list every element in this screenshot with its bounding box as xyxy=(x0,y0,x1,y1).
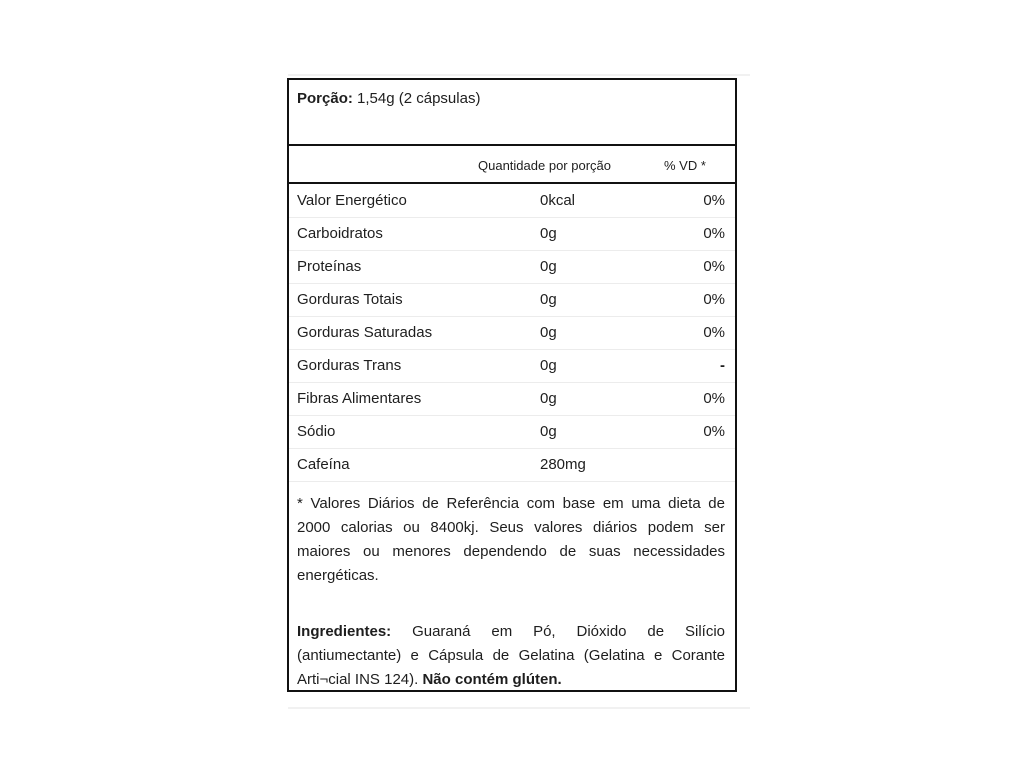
nutrient-row: Fibras Alimentares 0g 0% xyxy=(289,382,735,416)
nutrient-dv: 0% xyxy=(703,192,725,209)
nutrient-row: Gorduras Saturadas 0g 0% xyxy=(289,316,735,350)
divider-thick xyxy=(289,144,735,146)
nutrient-row: Gorduras Totais 0g 0% xyxy=(289,283,735,317)
nutrient-name: Gorduras Saturadas xyxy=(297,324,433,341)
nutrient-amount: 0g xyxy=(540,357,557,374)
nutrient-name: Cafeína xyxy=(297,456,350,473)
nutrient-dv: 0% xyxy=(703,390,725,407)
nutrient-name: Sódio xyxy=(297,423,336,440)
nutrient-amount: 0kcal xyxy=(540,192,576,209)
nutrient-amount: 0g xyxy=(540,291,557,308)
nutrient-dv: 0% xyxy=(703,225,725,242)
nutrient-amount: 0g xyxy=(540,423,557,440)
daily-values-footnote: * Valores Diários de Referência com base… xyxy=(297,495,725,584)
nutrient-dv: - xyxy=(720,357,725,374)
ingredients: Ingredientes: Guaraná em Pó, Dióxido de … xyxy=(297,620,725,692)
divider-thick xyxy=(289,182,735,184)
column-header-amount: Quantidade por porção xyxy=(478,158,611,173)
portion-value: 1,54g (2 cápsulas) xyxy=(357,90,481,107)
nutrient-name: Gorduras Totais xyxy=(297,291,403,308)
nutrient-amount: 0g xyxy=(540,390,557,407)
nutrient-row: Gorduras Trans 0g - xyxy=(289,349,735,383)
nutrition-facts-table: Porção: 1,54g (2 cápsulas) Quantidade po… xyxy=(287,78,737,692)
nutrient-amount: 0g xyxy=(540,324,557,341)
nutrient-name: Valor Energético xyxy=(297,192,407,209)
nutrient-row: Proteínas 0g 0% xyxy=(289,250,735,284)
nutrient-row: Cafeína 280mg xyxy=(289,448,735,482)
portion-info: Porção: 1,54g (2 cápsulas) xyxy=(297,90,480,107)
nutrient-name: Gorduras Trans xyxy=(297,357,402,374)
column-header-dv: % VD * xyxy=(664,158,706,173)
nutrient-row: Carboidratos 0g 0% xyxy=(289,217,735,251)
ingredients-label: Ingredientes: xyxy=(297,623,392,640)
bottom-edge-line xyxy=(288,707,750,709)
nutrient-row: Sódio 0g 0% xyxy=(289,415,735,449)
nutrient-amount: 0g xyxy=(540,258,557,275)
nutrient-dv: 0% xyxy=(703,258,725,275)
top-edge-line xyxy=(288,74,750,76)
nutrient-amount: 0g xyxy=(540,225,557,242)
nutrient-name: Proteínas xyxy=(297,258,362,275)
gluten-notice: Não contém glúten. xyxy=(422,671,562,688)
nutrient-dv: 0% xyxy=(703,324,725,341)
nutrient-name: Carboidratos xyxy=(297,225,383,242)
nutrient-name: Fibras Alimentares xyxy=(297,390,422,407)
nutrient-dv: 0% xyxy=(703,423,725,440)
portion-label: Porção: xyxy=(297,90,353,107)
nutrient-amount: 280mg xyxy=(540,456,586,473)
ingredients-text: Guaraná em Pó, Dióxido de Silício (antiu… xyxy=(297,623,725,688)
nutrient-row: Valor Energético 0kcal 0% xyxy=(289,184,735,218)
nutrient-dv: 0% xyxy=(703,291,725,308)
